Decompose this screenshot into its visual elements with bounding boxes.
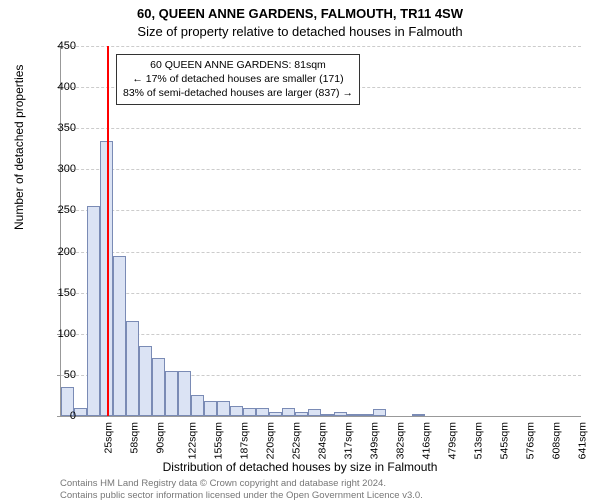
histogram-bar [347, 414, 360, 416]
histogram-bar [230, 406, 243, 416]
x-tick-label: 641sqm [576, 422, 588, 459]
x-tick-label: 513sqm [472, 422, 484, 459]
chart-container: 60, QUEEN ANNE GARDENS, FALMOUTH, TR11 4… [0, 0, 600, 500]
chart-title-sub: Size of property relative to detached ho… [0, 24, 600, 39]
x-tick-label: 382sqm [394, 422, 406, 459]
histogram-bar [204, 401, 217, 416]
y-tick-label: 200 [46, 246, 76, 258]
gridline [61, 46, 581, 47]
gridline [61, 334, 581, 335]
histogram-bar [139, 346, 152, 416]
x-tick-label: 90sqm [154, 422, 166, 454]
histogram-bar [412, 414, 425, 416]
annotation-box: 60 QUEEN ANNE GARDENS: 81sqm← 17% of det… [116, 54, 360, 105]
annotation-line-3: 83% of semi-detached houses are larger (… [123, 86, 353, 100]
x-axis-label: Distribution of detached houses by size … [0, 460, 600, 474]
x-tick-label: 545sqm [498, 422, 510, 459]
histogram-bar [113, 256, 126, 416]
x-tick-label: 252sqm [290, 422, 302, 459]
y-tick-label: 50 [46, 369, 76, 381]
histogram-bar [282, 408, 295, 416]
x-tick-label: 220sqm [264, 422, 276, 459]
histogram-bar [87, 206, 100, 416]
histogram-bar [308, 409, 321, 416]
x-tick-label: 58sqm [128, 422, 140, 454]
y-tick-label: 250 [46, 204, 76, 216]
histogram-bar [295, 412, 308, 416]
x-tick-label: 284sqm [316, 422, 328, 459]
histogram-bar [334, 412, 347, 416]
gridline [61, 293, 581, 294]
histogram-bar [152, 358, 165, 416]
histogram-bar [243, 408, 256, 416]
x-tick-label: 25sqm [102, 422, 114, 454]
y-axis-label: Number of detached properties [12, 65, 26, 230]
histogram-bar [373, 409, 386, 416]
chart-title-main: 60, QUEEN ANNE GARDENS, FALMOUTH, TR11 4… [0, 6, 600, 21]
histogram-bar [321, 414, 334, 416]
gridline [61, 128, 581, 129]
histogram-bar [256, 408, 269, 416]
x-tick-label: 187sqm [238, 422, 250, 459]
x-tick-label: 317sqm [342, 422, 354, 459]
footer-line-2: Contains public sector information licen… [60, 490, 423, 501]
x-tick-label: 608sqm [550, 422, 562, 459]
gridline [61, 252, 581, 253]
histogram-bar [217, 401, 230, 416]
histogram-bar [191, 395, 204, 416]
x-tick-label: 416sqm [420, 422, 432, 459]
gridline [61, 210, 581, 211]
y-tick-label: 0 [46, 410, 76, 422]
y-tick-label: 350 [46, 122, 76, 134]
x-tick-label: 155sqm [212, 422, 224, 459]
x-tick-label: 349sqm [368, 422, 380, 459]
histogram-bar [165, 371, 178, 416]
y-tick-label: 100 [46, 328, 76, 340]
y-tick-label: 300 [46, 163, 76, 175]
histogram-bar [269, 412, 282, 416]
annotation-line-2: ← 17% of detached houses are smaller (17… [123, 72, 353, 86]
histogram-bar [178, 371, 191, 416]
y-tick-label: 450 [46, 40, 76, 52]
histogram-bar [126, 321, 139, 416]
y-tick-label: 400 [46, 81, 76, 93]
y-tick-label: 150 [46, 287, 76, 299]
footer-line-1: Contains HM Land Registry data © Crown c… [60, 478, 386, 489]
marker-line [107, 46, 109, 416]
annotation-line-1: 60 QUEEN ANNE GARDENS: 81sqm [123, 58, 353, 72]
x-tick-label: 479sqm [446, 422, 458, 459]
plot-area: 60 QUEEN ANNE GARDENS: 81sqm← 17% of det… [60, 46, 581, 417]
x-tick-label: 122sqm [186, 422, 198, 459]
gridline [61, 169, 581, 170]
histogram-bar [360, 414, 373, 416]
x-tick-label: 576sqm [524, 422, 536, 459]
